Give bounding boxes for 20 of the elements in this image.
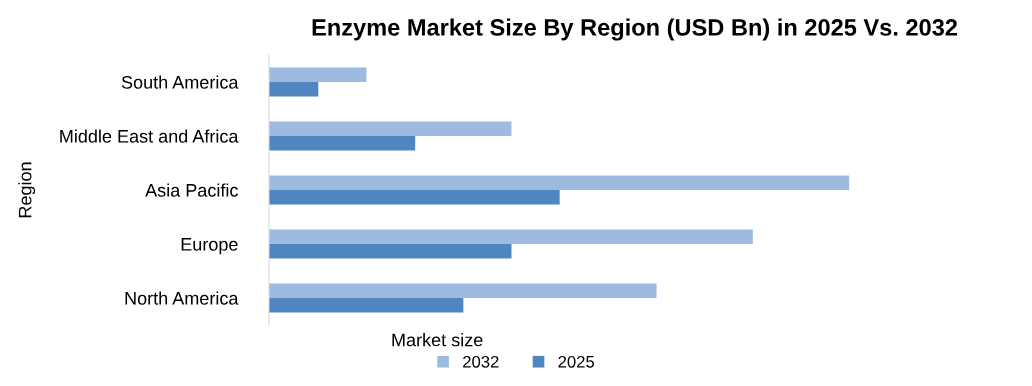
bar: [269, 229, 753, 244]
bar: [269, 190, 560, 205]
y-axis-title: Region: [18, 162, 36, 218]
bar: [269, 136, 416, 151]
bar: [269, 298, 464, 313]
x-axis-title: Market size: [392, 333, 483, 347]
bar: [269, 67, 367, 82]
legend-label: 2025: [558, 355, 595, 368]
bar: [269, 82, 319, 97]
y-tick-label: North America: [125, 291, 239, 305]
bar: [269, 175, 850, 190]
bar: [269, 244, 512, 259]
chart-title: Enzyme Market Size By Region (USD Bn) in 2025 Vs. 2032: [312, 18, 958, 41]
y-tick-label: Europe: [181, 238, 238, 255]
bar: [269, 121, 512, 136]
legend-label: 2032: [463, 355, 499, 368]
bar: [269, 283, 657, 298]
y-tick-label: Middle East and Africa: [60, 129, 239, 143]
y-tick-label: South America: [121, 75, 239, 89]
y-tick-label: Asia Pacific: [145, 183, 238, 197]
